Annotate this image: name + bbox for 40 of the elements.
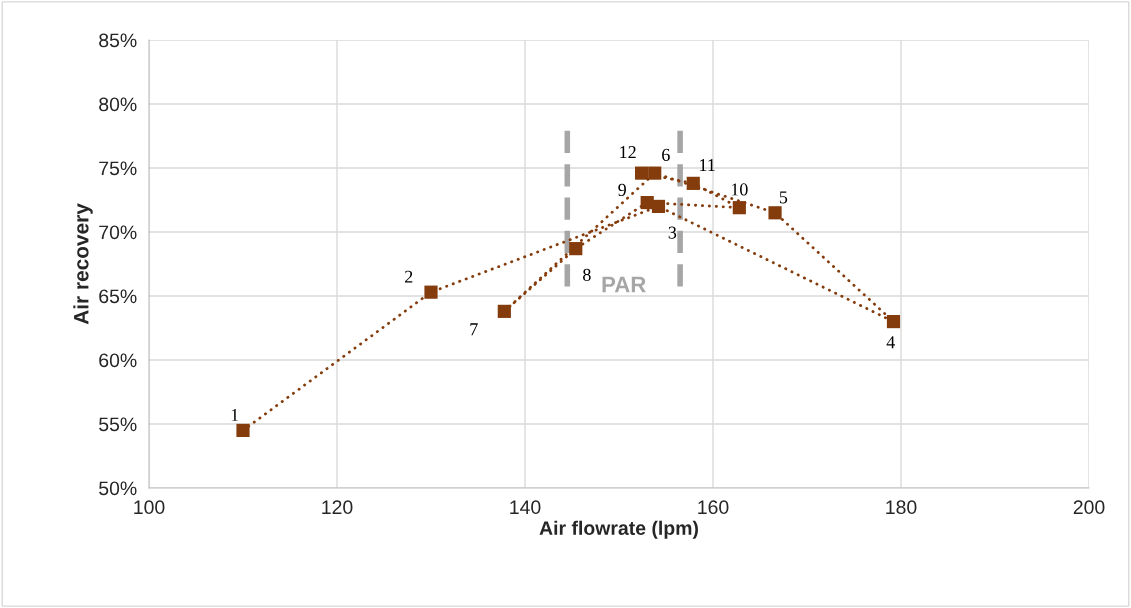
x-tick-label: 160	[698, 500, 729, 515]
y-axis-title: Air recovery	[73, 203, 93, 325]
x-tick-label: 200	[1073, 500, 1105, 515]
point	[648, 166, 662, 180]
annotation: 10	[731, 183, 748, 196]
y-tick-label: 85%	[99, 33, 137, 48]
annotation: 1	[231, 408, 239, 421]
annotation: PAR	[602, 276, 646, 293]
y-tick-label: 65%	[99, 289, 137, 304]
y-tick-label: 60%	[99, 353, 137, 368]
annotation: 8	[583, 268, 591, 281]
annotation: 4	[886, 336, 895, 349]
point	[569, 242, 583, 256]
y-tick-label: 80%	[99, 97, 137, 112]
y-tick-label: 70%	[99, 225, 137, 240]
annotation: 12	[620, 146, 636, 159]
annotation: 9	[618, 183, 626, 196]
annotation: 7	[470, 323, 478, 336]
point	[634, 166, 649, 180]
x-tick-label: 140	[510, 500, 541, 515]
point	[236, 423, 250, 437]
point	[424, 285, 438, 299]
y-tick-label: 75%	[99, 161, 137, 176]
y-tick-label: 50%	[99, 481, 137, 496]
point	[640, 195, 654, 210]
annotation: 2	[405, 270, 413, 283]
point	[768, 206, 782, 220]
x-tick-label: 180	[886, 500, 917, 515]
x-axis-title: Air flowrate (lpm)	[539, 520, 698, 539]
annotation: 11	[700, 159, 715, 172]
annotation: 3	[668, 226, 677, 239]
annotation: 5	[779, 191, 788, 204]
x-tick-label: 100	[134, 500, 165, 515]
point	[686, 176, 700, 190]
point	[732, 201, 746, 215]
y-tick-label: 55%	[99, 417, 137, 432]
x-tick-label: 120	[322, 500, 353, 515]
point	[497, 304, 511, 318]
annotation: 6	[662, 148, 670, 161]
point	[886, 315, 901, 329]
